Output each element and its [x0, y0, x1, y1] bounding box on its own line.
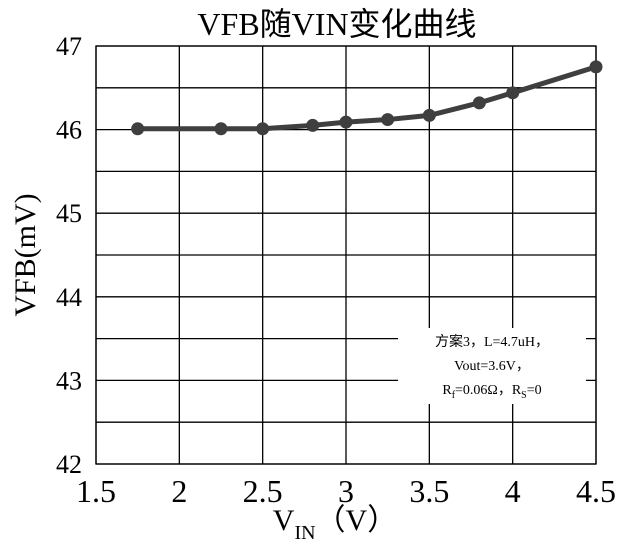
x-tick-labels: 1.5 2 2.5 3 3.5 4 4.5 [76, 473, 616, 509]
data-point [214, 122, 228, 136]
annotation-rf-sub: f [452, 390, 456, 401]
series-group [131, 60, 603, 136]
data-point [422, 108, 436, 122]
annotation-line-2: Vout=3.6V， [454, 359, 530, 374]
chart-title: VFB随VIN变化曲线 [197, 6, 476, 42]
data-point [589, 60, 603, 74]
x-tick-label: 4 [505, 473, 521, 509]
x-tick-label: 2.5 [243, 473, 283, 509]
x-tick-label: 4.5 [576, 473, 616, 509]
annotation-line-3: Rf=0.06Ω，RS=0 [442, 383, 541, 401]
y-tick-label: 46 [56, 116, 82, 145]
y-tick-label: 45 [56, 199, 82, 228]
data-point [131, 122, 145, 136]
x-axis-label-sub: IN [294, 522, 315, 543]
annotation-background [398, 328, 586, 404]
plot-frame [95, 45, 597, 465]
y-tick-label: 42 [56, 450, 82, 479]
y-axis-label: VFB(mV) [9, 193, 42, 316]
y-tick-label: 47 [56, 32, 82, 61]
x-axis-label-unit: （V） [316, 504, 398, 537]
data-point [256, 122, 270, 136]
x-tick-label: 3 [338, 473, 354, 509]
data-point [306, 118, 320, 132]
series-line [135, 64, 599, 132]
annotation-mid: =0.06Ω，R [455, 383, 522, 398]
x-tick-label: 1.5 [76, 473, 116, 509]
annotation-rs-sub: S [521, 390, 527, 401]
y-tick-label: 43 [56, 366, 82, 395]
data-point [472, 96, 486, 110]
y-tick-label: 44 [56, 283, 82, 312]
data-point [381, 113, 395, 127]
x-tick-label: 3.5 [409, 473, 449, 509]
annotation-end: =0 [527, 383, 542, 398]
y-tick-labels: 42 43 44 45 46 47 [56, 32, 82, 479]
x-tick-label: 2 [171, 473, 187, 509]
annotation: 方案3，L=4.7uH， Vout=3.6V， Rf=0.06Ω，RS=0 [398, 328, 586, 404]
data-point [506, 86, 520, 100]
x-axis-label-main: V [273, 504, 295, 537]
data-point [339, 115, 353, 129]
x-axis-label: VIN（V） [273, 504, 397, 543]
annotation-line-1: 方案3，L=4.7uH， [435, 333, 549, 350]
annotation-rf-r: R [442, 383, 452, 398]
